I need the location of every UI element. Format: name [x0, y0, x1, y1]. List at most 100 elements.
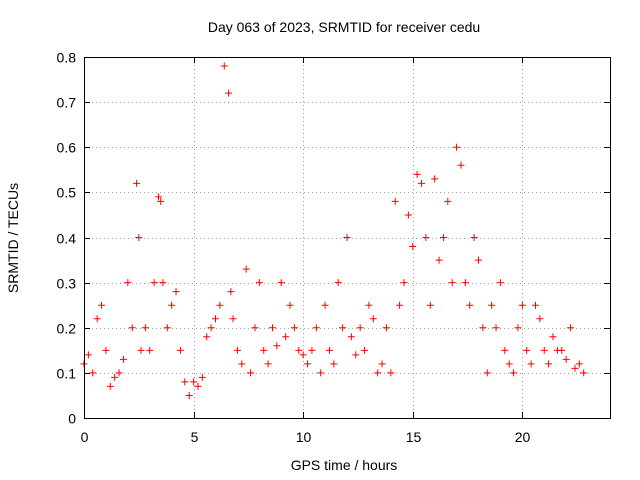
data-point [343, 234, 351, 241]
data-point [404, 211, 412, 219]
data-point [501, 346, 509, 354]
data-point [571, 364, 579, 372]
data-point [220, 62, 228, 70]
data-point [286, 301, 294, 309]
data-point [575, 360, 583, 368]
data-point [304, 360, 312, 368]
data-point [84, 351, 92, 359]
data-point [163, 324, 171, 332]
data-point [312, 324, 320, 332]
x-tick-label: 0 [81, 429, 89, 445]
data-point [523, 346, 531, 354]
data-point [325, 346, 333, 354]
data-point [268, 324, 276, 332]
data-point [378, 360, 386, 368]
x-tick-labels: 0 5 10 15 20 [81, 429, 531, 445]
data-point [492, 324, 500, 332]
data-point [540, 346, 548, 354]
data-point [580, 369, 588, 377]
data-point [172, 288, 180, 296]
data-point [102, 346, 110, 354]
data-point [150, 279, 158, 287]
data-point [435, 256, 443, 264]
data-point [567, 324, 575, 332]
data-point [93, 315, 101, 323]
data-point [299, 351, 307, 359]
data-point [475, 256, 482, 264]
data-point [227, 288, 235, 296]
x-tick-label: 5 [191, 429, 199, 445]
data-point [466, 301, 474, 309]
data-point [198, 373, 206, 381]
data-point [185, 391, 193, 399]
data-point [352, 351, 360, 359]
data-point [510, 369, 518, 377]
data-point [439, 234, 447, 241]
data-point [361, 346, 369, 354]
data-point [422, 234, 430, 241]
data-point [470, 234, 478, 241]
data-point [347, 333, 355, 341]
data-point [233, 346, 241, 354]
data-point [483, 369, 491, 377]
y-tick-label: 0.2 [57, 321, 77, 337]
y-axis-label: SRMTID / TECUs [5, 183, 21, 293]
data-point [181, 378, 189, 386]
y-tick-label: 0.3 [57, 276, 77, 292]
data-point [369, 315, 377, 323]
data-point [330, 360, 338, 368]
x-tick-label: 10 [296, 429, 312, 445]
data-point [141, 324, 149, 332]
y-tick-labels: 0 0.1 0.2 0.3 0.4 0.5 0.6 0.7 0.8 [57, 50, 77, 427]
data-point [536, 315, 544, 323]
data-point [448, 279, 456, 287]
data-point [229, 315, 237, 323]
y-tick-label: 0.5 [57, 185, 77, 201]
data-point [216, 301, 224, 309]
y-tick-label: 0 [68, 411, 76, 427]
y-tick-label: 0.4 [57, 231, 77, 247]
data-point [426, 301, 434, 309]
data-point [365, 301, 373, 309]
data-point [374, 369, 382, 377]
data-point [334, 279, 342, 287]
data-point [396, 301, 404, 309]
data-point [207, 324, 215, 332]
data-point [317, 369, 325, 377]
data-point [225, 89, 233, 97]
data-point [242, 265, 250, 273]
data-point [461, 279, 469, 287]
data-point [527, 360, 535, 368]
y-tick-label: 0.1 [57, 366, 77, 382]
data-point [238, 360, 246, 368]
data-point [514, 324, 522, 332]
data-point [400, 279, 408, 287]
data-point [413, 170, 421, 178]
data-point [98, 301, 106, 309]
y-tick-label: 0.8 [57, 50, 77, 66]
y-tick-label: 0.7 [57, 95, 77, 111]
data-point [133, 179, 141, 187]
data-point [247, 369, 255, 377]
data-point [382, 324, 390, 332]
data-point [260, 346, 268, 354]
data-point [295, 346, 303, 354]
data-point [115, 369, 123, 377]
data-point [444, 197, 452, 205]
x-tick-label: 15 [406, 429, 422, 445]
data-point [106, 382, 114, 390]
data-point [308, 346, 316, 354]
data-point [391, 197, 399, 205]
data-point [418, 179, 426, 187]
data-point [531, 301, 539, 309]
data-point [168, 301, 176, 309]
data-point [356, 324, 364, 332]
data-point [431, 175, 439, 183]
data-point [277, 279, 285, 287]
scatter-points [80, 62, 588, 399]
data-point [488, 301, 496, 309]
data-point [409, 243, 417, 251]
data-point [549, 333, 557, 341]
data-point [176, 346, 184, 354]
